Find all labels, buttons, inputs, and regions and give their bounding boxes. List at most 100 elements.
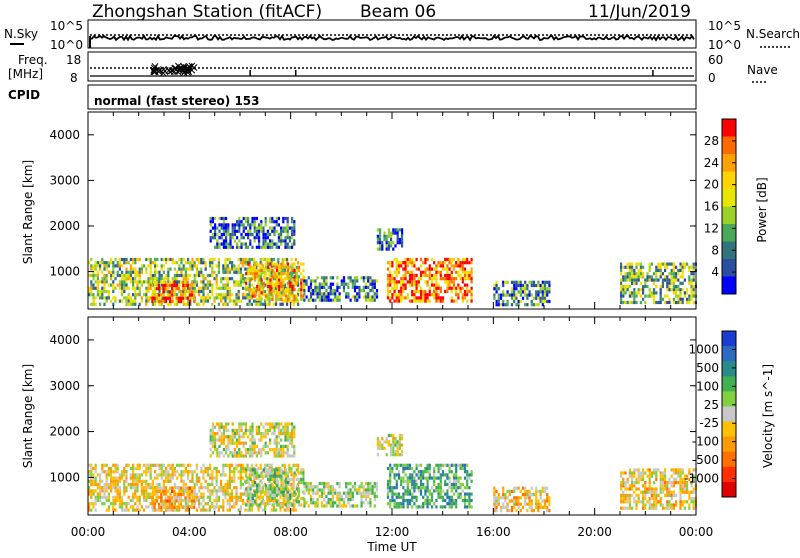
heatmap-cell <box>413 290 415 293</box>
heatmap-cell <box>449 274 451 277</box>
heatmap-cell <box>671 494 673 497</box>
heatmap-cell <box>289 438 291 441</box>
heatmap-cell <box>638 468 640 471</box>
heatmap-cell <box>399 434 401 437</box>
heatmap-cell <box>216 239 218 242</box>
heatmap-cell <box>106 264 108 267</box>
heatmap-cell <box>631 301 633 304</box>
heatmap-cell <box>103 287 105 290</box>
heatmap-cell <box>154 477 156 480</box>
heatmap-cell <box>455 470 457 473</box>
heatmap-cell <box>367 501 369 504</box>
heatmap-cell <box>264 290 266 293</box>
heatmap-cell <box>216 499 218 502</box>
heatmap-cell <box>132 470 134 473</box>
heatmap-cell <box>515 294 517 297</box>
heatmap-cell <box>662 487 664 490</box>
heatmap-cell <box>220 489 222 492</box>
heatmap-cell <box>267 269 269 272</box>
heatmap-cell <box>502 303 504 306</box>
heatmap-cell <box>243 230 245 233</box>
heatmap-cell <box>620 497 622 500</box>
heatmap-cell <box>504 281 506 284</box>
heatmap-cell <box>297 464 299 467</box>
heatmap-cell <box>232 422 234 425</box>
heatmap-cell <box>260 467 262 470</box>
heatmap-cell <box>123 502 125 505</box>
colorbar-tick-label: 20 <box>704 178 719 192</box>
heatmap-cell <box>498 294 500 297</box>
heatmap-cell <box>642 484 644 487</box>
heatmap-cell <box>207 296 209 299</box>
heatmap-cell <box>141 493 143 496</box>
heatmap-cell <box>261 500 263 503</box>
heatmap-cell <box>265 266 267 269</box>
heatmap-cell <box>245 448 247 451</box>
heatmap-cell <box>106 473 108 476</box>
heatmap-cell <box>317 498 319 501</box>
heatmap-cell <box>225 246 227 249</box>
heatmap-cell <box>453 264 455 267</box>
heatmap-cell <box>125 489 127 492</box>
heatmap-cell <box>254 236 256 239</box>
heatmap-cell <box>660 288 662 291</box>
heatmap-cell <box>240 422 242 425</box>
heatmap-cell <box>240 467 242 470</box>
heatmap-cell <box>391 287 393 290</box>
heatmap-cell <box>518 506 520 509</box>
heatmap-cell <box>189 296 191 299</box>
heatmap-cell <box>394 493 396 496</box>
heatmap-cell <box>466 473 468 476</box>
heatmap-cell <box>174 277 176 280</box>
heatmap-cell <box>280 503 282 506</box>
heatmap-cell <box>214 435 216 438</box>
heatmap-cell <box>416 473 418 476</box>
heatmap-cell <box>147 300 149 303</box>
heatmap-cell <box>240 246 242 249</box>
heatmap-cell <box>291 243 293 246</box>
heatmap-cell <box>180 470 182 473</box>
heatmap-cell <box>325 289 327 292</box>
heatmap-cell <box>242 470 244 473</box>
heatmap-cell <box>274 468 276 471</box>
heatmap-cell <box>420 277 422 280</box>
heatmap-cell <box>285 500 287 503</box>
heatmap-cell <box>354 488 356 491</box>
heatmap-cell <box>287 288 289 291</box>
heatmap-cell <box>422 496 424 499</box>
heatmap-cell <box>207 483 209 486</box>
heatmap-cell <box>218 268 220 271</box>
heatmap-cell <box>535 493 537 496</box>
heatmap-cell <box>95 296 97 299</box>
heatmap-cell <box>121 509 123 512</box>
heatmap-cell <box>220 486 222 489</box>
heatmap-cell <box>214 230 216 233</box>
heatmap-cell <box>132 473 134 476</box>
heatmap-cell <box>332 504 334 507</box>
heatmap-cell <box>453 464 455 467</box>
heatmap-cell <box>250 272 252 275</box>
heatmap-cell <box>440 467 442 470</box>
heatmap-cell <box>526 294 528 297</box>
heatmap-cell <box>218 271 220 274</box>
heatmap-cell <box>221 422 223 425</box>
heatmap-cell <box>117 480 119 483</box>
heatmap-cell <box>657 279 659 282</box>
heatmap-cell <box>139 496 141 499</box>
heatmap-cell <box>214 438 216 441</box>
heatmap-cell <box>276 494 278 497</box>
heatmap-cell <box>312 279 314 282</box>
heatmap-cell <box>401 434 403 437</box>
heatmap-cell <box>287 298 289 301</box>
heatmap-cell <box>121 287 123 290</box>
heatmap-cell <box>254 223 256 226</box>
power-colorbar-label: Power [dB] <box>755 177 769 242</box>
heatmap-cell <box>256 272 258 275</box>
heatmap-cell <box>427 284 429 287</box>
heatmap-cell <box>234 432 236 435</box>
heatmap-cell <box>631 478 633 481</box>
heatmap-cell <box>407 499 409 502</box>
heatmap-cell <box>306 279 308 282</box>
heatmap-cell <box>202 493 204 496</box>
heatmap-cell <box>399 437 401 440</box>
